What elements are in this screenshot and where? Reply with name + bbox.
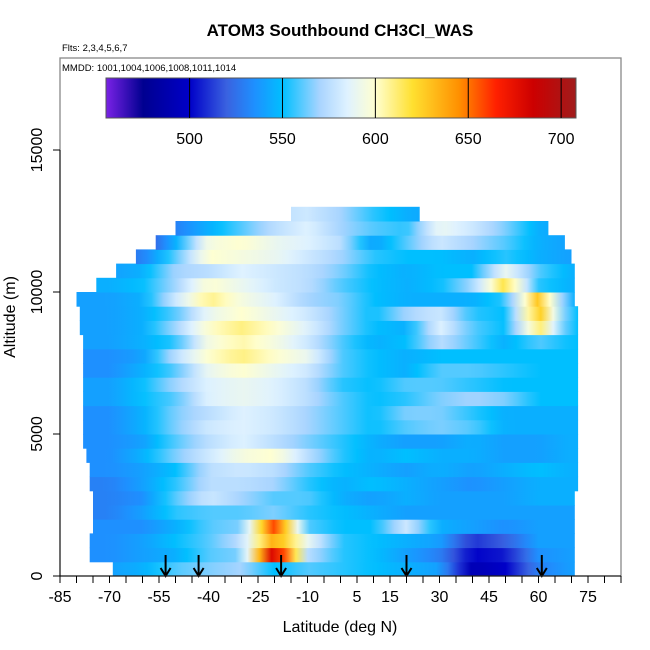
heat-row [93,505,575,520]
colorbar-tick-label: 500 [176,131,203,148]
heat-row [83,348,579,364]
heat-row [89,462,579,478]
colorbar-tick-label: 600 [362,131,389,148]
x-tick-label: 30 [431,589,449,606]
heat-row [86,448,579,463]
colorbar: 500 550 600 650 700 [105,77,577,148]
x-tick-label: -55 [147,589,170,606]
x-tick-label: 60 [530,589,548,606]
heat-row [291,206,420,222]
x-tick-label: -40 [197,589,220,606]
chart-title: ATOM3 Southbound CH3Cl_WAS [207,21,474,40]
heat-row [79,320,579,336]
heat-row [83,419,579,435]
heat-row [89,547,575,563]
heat-row [76,292,575,307]
heatmap-rows [76,206,579,577]
chart-subtitle: Flts: 2,3,4,5,6,7 [62,43,127,54]
colorbar-tick-label: 650 [455,131,482,148]
heat-row [89,476,579,492]
colorbar-tick-label: 550 [269,131,296,148]
heat-row [93,519,575,534]
x-tick-label: -10 [296,589,319,606]
colorbar-tick-label: 700 [548,131,575,148]
heat-row [155,235,565,250]
heat-row [112,561,575,577]
heat-row [96,277,575,293]
x-tick-label: 15 [381,589,399,606]
heat-row [83,377,579,392]
y-axis: 0 5000 10000 15000 [29,128,61,580]
heat-row [93,490,575,506]
x-axis-label: Latitude (deg N) [283,619,398,636]
x-tick-label: 5 [353,589,362,606]
x-tick-label: -70 [98,589,121,606]
heat-row [83,405,579,421]
heat-row [83,434,579,449]
heat-row [175,221,549,236]
y-tick-label: 10000 [29,270,46,315]
x-tick-label: -85 [48,589,71,606]
heat-row [83,363,579,378]
heat-row [79,306,579,321]
x-axis: -85 -70 -55 -40 -25 -10 5 15 30 45 60 75 [48,575,622,606]
heat-row [116,263,575,279]
y-tick-label: 5000 [29,416,46,452]
y-axis-label: Altitude (m) [2,276,19,358]
chart-annotation: MMDD: 1001,1004,1006,1008,1011,1014 [62,63,236,74]
heat-row [135,249,572,265]
colorbar-gradient [105,77,577,119]
y-tick-label: 15000 [29,128,46,173]
y-tick-label: 0 [29,571,46,580]
heat-row [89,533,575,549]
heat-row [83,334,579,350]
x-tick-label: 45 [480,589,498,606]
heat-row [83,391,579,407]
x-tick-label: -25 [246,589,269,606]
x-tick-label: 75 [579,589,597,606]
